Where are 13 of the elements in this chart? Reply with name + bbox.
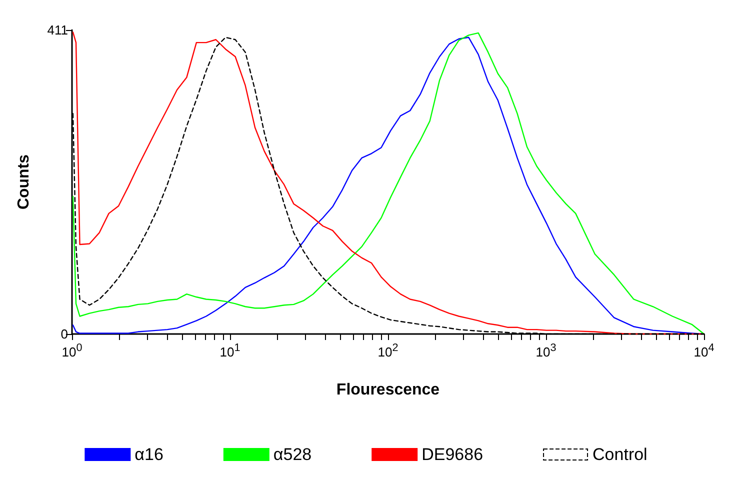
x-tick-label: 10$^{3}$ [534, 341, 558, 360]
legend-label: α16 [134, 445, 164, 464]
x-axis-title: Flourescence [336, 382, 440, 398]
legend-label: DE9686 [422, 445, 484, 464]
x-tick-label: 10$^{4}$ [692, 341, 716, 360]
legend-label: Control [592, 445, 648, 464]
x-tick-label: 10$^{0}$ [60, 341, 84, 360]
y-tick-label: 0 [60, 326, 68, 342]
y-axis-title: Counts [16, 154, 32, 210]
x-tick-label: 10$^{2}$ [376, 341, 400, 360]
x-tick-label: 10$^{1}$ [218, 341, 242, 360]
y-tick-label: 411 [47, 22, 68, 38]
legend-label: α528 [273, 445, 312, 464]
